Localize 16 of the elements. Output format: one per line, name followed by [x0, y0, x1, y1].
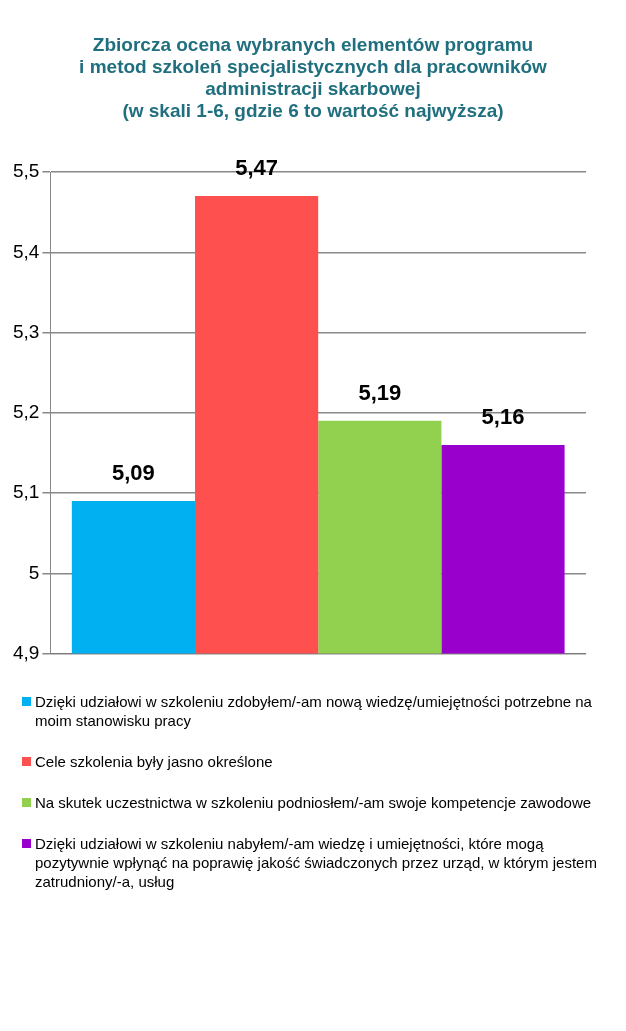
data-label: 5,47 [235, 155, 279, 181]
data-label: 5,16 [481, 403, 525, 429]
chart-title: Zbiorcza ocena wybranych elementów programu i metod szkoleń specjalistycznych dla pracowników administracji skarbowej (w skali 1-6, gdzie 6 to wartość najwyższa) [78, 34, 548, 122]
legend-label: Na skutek uczestnictwa w szkoleniu podniosłem/-am swoje kompetencje zawodowe [35, 793, 592, 812]
y-tick-label: 5,1 [12, 481, 40, 503]
legend-label: Dzięki udziałowi w szkoleniu nabyłem/-am wiedzę i umiejętności, które mogą pozytywnie wpłynąć na poprawię jakość świadczonych przez urząd, w którym jestem zatrudniony/-a, usług [35, 834, 598, 891]
data-label: 5,09 [112, 460, 155, 486]
legend-label: Cele szkolenia były jasno określone [35, 752, 273, 771]
y-tick-label: 5 [28, 561, 40, 583]
y-tick-label: 5,4 [12, 240, 40, 262]
y-tick-label: 4,9 [12, 641, 40, 663]
legend-label: Dzięki udziałowi w szkoleniu zdobyłem/-am nową wiedzę/umiejętności potrzebne na moim stanowisku pracy [35, 692, 593, 730]
y-tick-label: 5,3 [12, 320, 40, 342]
y-tick-label: 5,5 [12, 160, 40, 182]
data-label: 5,19 [358, 379, 402, 405]
y-tick-label: 5,2 [12, 401, 40, 423]
